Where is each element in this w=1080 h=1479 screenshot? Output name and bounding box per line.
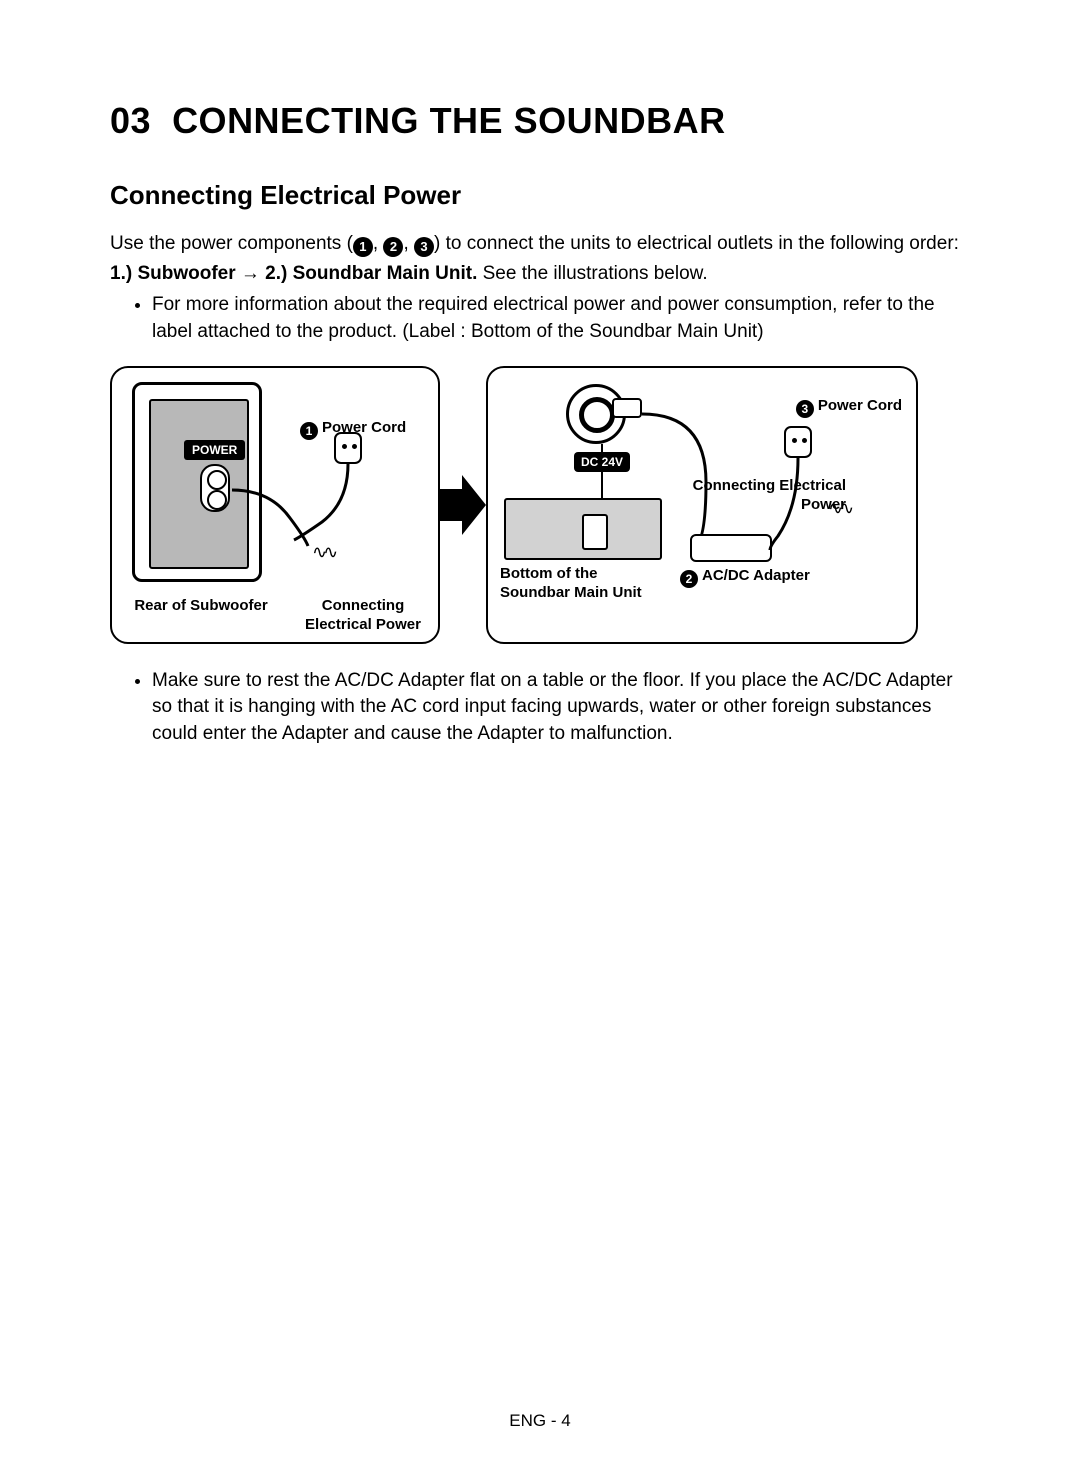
- label-power-cord-1: 1Power Cord: [300, 418, 406, 441]
- marker-1-icon: 1: [300, 422, 318, 440]
- label-power-cord-3: 3Power Cord: [732, 396, 902, 419]
- arrow-right-icon: →: [241, 263, 260, 284]
- label-bottom-soundbar: Bottom of the Soundbar Main Unit: [500, 564, 670, 603]
- list-item: For more information about the required …: [152, 292, 970, 345]
- order-line: 1.) Subwoofer → 2.) Soundbar Main Unit. …: [110, 261, 970, 287]
- cable-break-icon: ∿∿: [312, 542, 334, 563]
- label-connecting-power-1: Connecting Electrical Power: [288, 596, 438, 635]
- acdc-adapter-icon: [690, 534, 772, 562]
- chapter-number: 03: [110, 100, 151, 141]
- page-footer: ENG - 4: [0, 1411, 1080, 1431]
- figure8-jack-icon: [200, 464, 230, 512]
- marker-3-icon: 3: [414, 237, 434, 257]
- diagram-panel-subwoofer: POWER ∿∿ 1Power Cord Rear of Subwoofer C…: [110, 366, 440, 644]
- section-title: Connecting Electrical Power: [110, 180, 970, 211]
- marker-1-icon: 1: [353, 237, 373, 257]
- marker-3-icon: 3: [796, 400, 814, 418]
- label-rear-subwoofer: Rear of Subwoofer: [126, 596, 276, 616]
- bullet-list-top: For more information about the required …: [152, 292, 970, 345]
- connection-diagram: POWER ∿∿ 1Power Cord Rear of Subwoofer C…: [110, 366, 970, 644]
- power-label-badge: POWER: [184, 440, 245, 460]
- flow-arrow-icon: [440, 366, 486, 644]
- label-acdc-adapter: 2AC/DC Adapter: [680, 566, 860, 589]
- cord-icon: [292, 462, 362, 542]
- label-connecting-power-2: Connecting Electrical Power: [686, 476, 846, 515]
- list-item: Make sure to rest the AC/DC Adapter flat…: [152, 668, 970, 748]
- chapter-name: CONNECTING THE SOUNDBAR: [172, 100, 726, 141]
- bullet-list-bottom: Make sure to rest the AC/DC Adapter flat…: [152, 668, 970, 748]
- plug-icon: [784, 426, 812, 458]
- marker-2-icon: 2: [680, 570, 698, 588]
- chapter-title: 03 CONNECTING THE SOUNDBAR: [110, 100, 970, 142]
- subwoofer-outline-icon: [132, 382, 262, 582]
- diagram-panel-soundbar: DC 24V ∿∿ 3Power Cord Connecting Electri…: [486, 366, 918, 644]
- dc-voltage-badge: DC 24V: [574, 452, 630, 472]
- intro-paragraph: Use the power components (1, 2, 3) to co…: [110, 231, 970, 257]
- marker-2-icon: 2: [383, 237, 403, 257]
